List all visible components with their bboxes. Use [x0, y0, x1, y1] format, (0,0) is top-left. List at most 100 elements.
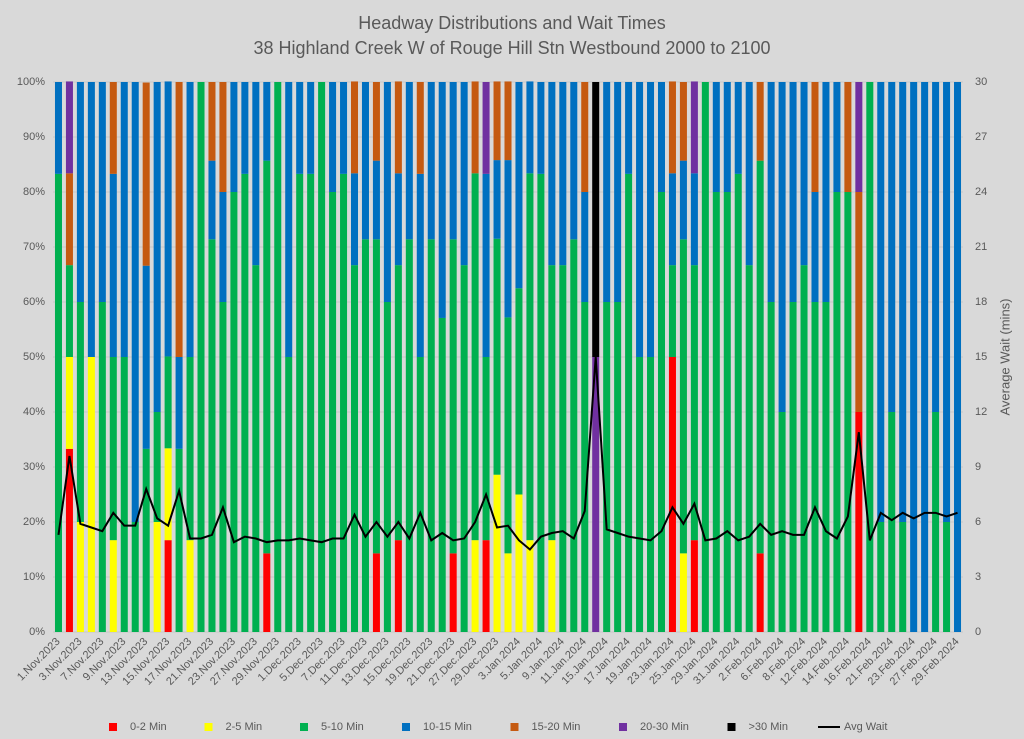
- bar-segment: [537, 82, 545, 174]
- bar-segment: [394, 265, 402, 541]
- bar-segment: [932, 412, 940, 632]
- bar-segment: [54, 82, 62, 174]
- bar-segment: [65, 448, 73, 632]
- y2-tick-label: 24: [975, 186, 987, 198]
- bar-segment: [822, 82, 830, 302]
- bar-segment: [427, 82, 435, 240]
- bar-segment: [438, 82, 446, 318]
- bar-segment: [504, 553, 512, 632]
- bar-segment: [614, 302, 622, 632]
- bar-segment: [186, 540, 194, 632]
- bar-segment: [120, 357, 128, 632]
- bar-segment: [932, 82, 940, 412]
- bar-segment: [164, 356, 172, 449]
- y-tick-label: 10%: [23, 571, 45, 583]
- bar-segment: [690, 265, 698, 541]
- bar-segment: [855, 192, 863, 412]
- legend-swatch: [204, 723, 213, 731]
- bar-segment: [756, 553, 764, 632]
- bar-segment: [329, 192, 337, 632]
- bar-segment: [504, 317, 512, 554]
- bar-segment: [888, 82, 896, 412]
- bar-segment: [723, 82, 731, 192]
- legend-swatch: [619, 723, 627, 731]
- bar-segment: [153, 522, 161, 632]
- bar-segment: [943, 522, 951, 632]
- y2-tick-label: 27: [975, 131, 987, 143]
- bar-segment: [76, 302, 84, 522]
- bar-segment: [603, 302, 611, 632]
- bar-segment: [581, 82, 589, 192]
- bar-segment: [405, 239, 413, 633]
- bar-segment: [592, 357, 600, 632]
- legend-label: 0-2 Min: [130, 721, 167, 733]
- bar-segment: [559, 265, 567, 632]
- y-tick-label: 60%: [23, 296, 45, 308]
- bar-segment: [219, 82, 227, 192]
- bar-segment: [109, 357, 117, 541]
- bar-segment: [109, 173, 117, 357]
- bar-segment: [329, 82, 337, 192]
- bar-segment: [285, 357, 293, 632]
- legend-label: 2-5 Min: [226, 721, 263, 733]
- bar-segment: [460, 82, 468, 266]
- chart-subtitle: 38 Highland Creek W of Rouge Hill Stn We…: [254, 38, 771, 58]
- bar-segment: [449, 82, 457, 240]
- legend-label: 10-15 Min: [423, 721, 472, 733]
- bar-segment: [679, 239, 687, 554]
- bar-segment: [394, 540, 402, 632]
- bar-segment: [394, 173, 402, 266]
- bar-segment: [712, 192, 720, 632]
- legend-label: 5-10 Min: [321, 721, 364, 733]
- bar-segment: [636, 82, 644, 357]
- bar-segment: [241, 82, 249, 174]
- bar-segment: [296, 82, 304, 174]
- bar-segment: [657, 192, 666, 632]
- legend-swatch: [510, 723, 519, 731]
- y-tick-label: 80%: [23, 186, 45, 198]
- bar-segment: [482, 357, 490, 541]
- bar-segment: [372, 239, 380, 554]
- bar-segment: [350, 81, 359, 174]
- bar-segment: [679, 160, 687, 240]
- bar-segment: [350, 265, 359, 632]
- bar-segment: [285, 82, 293, 357]
- bar-segment: [208, 82, 216, 161]
- bar-segment: [515, 82, 523, 289]
- bar-segment: [449, 553, 457, 632]
- bar-segment: [186, 357, 194, 541]
- bar-segment: [394, 81, 402, 174]
- bar-segment: [734, 82, 742, 174]
- bar-segment: [142, 82, 150, 266]
- bar-segment: [800, 265, 808, 632]
- bar-segment: [350, 173, 359, 266]
- bar-segment: [76, 82, 84, 302]
- bar-segment: [438, 317, 446, 632]
- bar-segment: [230, 82, 238, 192]
- bar-segment: [756, 82, 764, 161]
- bar-segment: [910, 82, 918, 632]
- bar-segment: [153, 82, 161, 412]
- bar-segment: [230, 192, 238, 632]
- bar-segment: [241, 173, 249, 632]
- bar-segment: [263, 553, 271, 632]
- bar-segment: [252, 82, 260, 266]
- legend-label: Avg Wait: [844, 721, 887, 733]
- bar-segment: [65, 173, 73, 266]
- bar-segment: [636, 357, 644, 632]
- bar-segment: [954, 82, 962, 632]
- y2-tick-label: 0: [975, 626, 981, 638]
- bar-segment: [482, 173, 490, 357]
- bar-segment: [526, 173, 534, 541]
- y2-tick-label: 9: [975, 461, 981, 473]
- bar-segment: [175, 448, 183, 632]
- bar-segment: [625, 82, 633, 174]
- bar-segment: [405, 82, 413, 240]
- y-tick-label: 90%: [23, 131, 45, 143]
- y2-tick-label: 3: [975, 571, 981, 583]
- bar-segment: [668, 265, 676, 357]
- bar-segment: [493, 81, 501, 161]
- bar-segment: [690, 173, 698, 266]
- bar-segment: [570, 239, 578, 633]
- bar-segment: [515, 288, 523, 495]
